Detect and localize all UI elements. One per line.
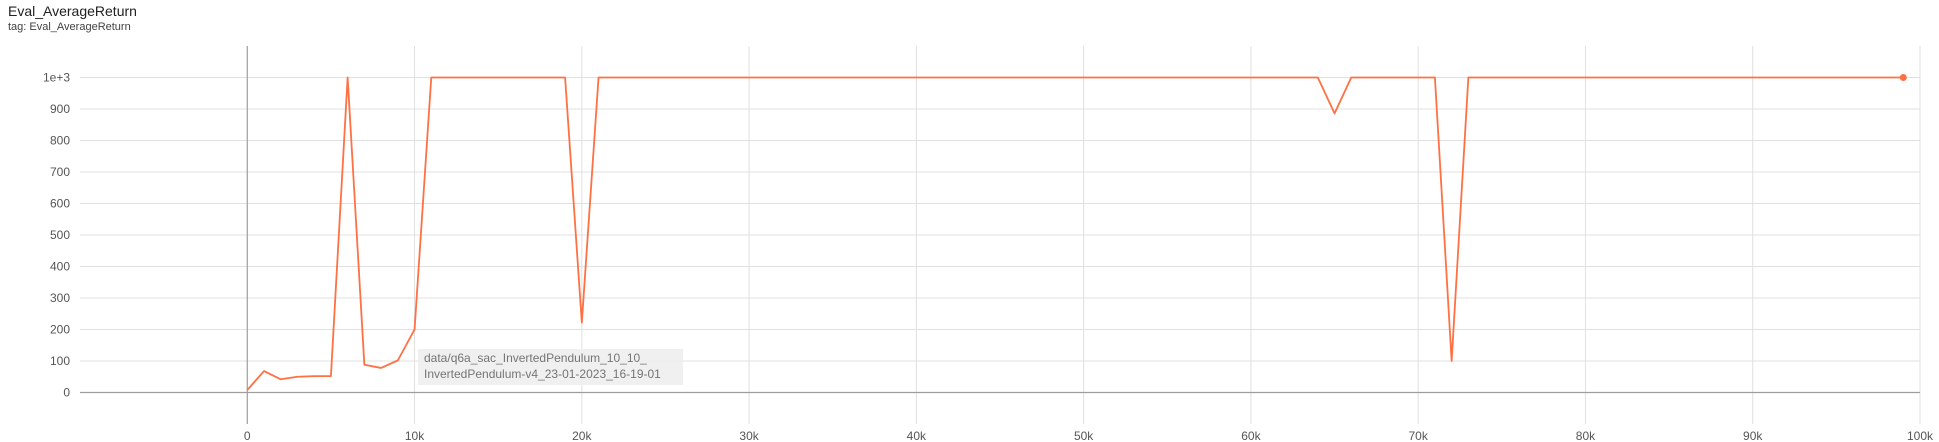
x-tick-label: 20k [572,429,592,442]
x-tick-label: 10k [405,429,425,442]
x-tick-label: 90k [1743,429,1763,442]
y-tick-label: 0 [63,386,70,400]
y-tick-label: 1e+3 [43,71,70,85]
tooltip-background [418,349,683,385]
series-line[interactable] [246,76,1904,391]
series-last-point[interactable] [1899,74,1907,81]
tick-labels: 0 100 200 300 400 500 600 700 800 900 1e+3 0 10k 20k 3… [43,71,1934,442]
x-tick-label: 0 [244,429,251,442]
x-tick-label: 30k [739,429,759,442]
y-tick-label: 100 [50,354,70,368]
x-tick-label: 80k [1576,429,1596,442]
chart-header: Eval_AverageReturn tag: Eval_AverageRetu… [8,2,137,34]
y-tick-label: 500 [50,228,70,242]
x-tick-label: 50k [1074,429,1094,442]
y-tick-label: 900 [50,102,70,116]
x-tick-label: 70k [1409,429,1429,442]
x-tick-label: 60k [1241,429,1261,442]
tooltip-line-1: data/q6a_sac_InvertedPendulum_10_10_ [424,351,647,365]
axes [80,46,1920,424]
y-tick-label: 300 [50,291,70,305]
y-tick-label: 700 [50,165,70,179]
series-tooltip: data/q6a_sac_InvertedPendulum_10_10_ Inv… [418,349,683,385]
y-tick-label: 400 [50,260,70,274]
y-tick-label: 600 [50,197,70,211]
x-tick-label: 40k [907,429,927,442]
chart-title: Eval_AverageReturn [8,3,137,19]
tooltip-line-2: InvertedPendulum-v4_23-01-2023_16-19-01 [424,367,661,381]
series-layer [246,74,1907,391]
y-tick-label: 800 [50,134,70,148]
y-tick-label: 200 [50,323,70,337]
chart-tag: tag: Eval_AverageReturn [8,21,131,33]
x-tick-label: 100k [1907,429,1934,442]
